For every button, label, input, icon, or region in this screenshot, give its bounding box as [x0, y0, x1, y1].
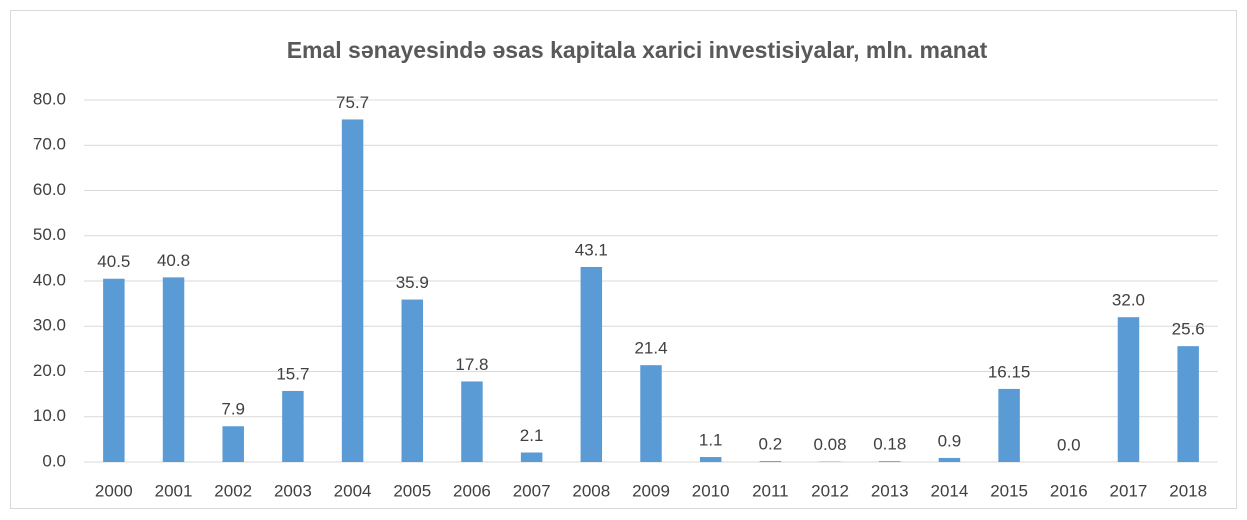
x-tick-label: 2009 [632, 481, 670, 500]
bar [222, 426, 244, 462]
bar [461, 381, 483, 462]
bar [640, 365, 662, 462]
bar [938, 457, 961, 462]
bar [1177, 346, 1199, 462]
data-label: 0.0 [1057, 435, 1081, 454]
data-label: 15.7 [276, 364, 309, 383]
data-label: 7.9 [221, 400, 245, 419]
data-label: 40.8 [157, 251, 190, 270]
data-label: 0.2 [759, 435, 783, 454]
bar [103, 278, 125, 462]
x-tick-label: 2010 [692, 481, 730, 500]
data-label: 16.15 [988, 362, 1031, 381]
x-tick-label: 2012 [811, 481, 849, 500]
data-label: 75.7 [336, 93, 369, 112]
bar [401, 299, 424, 462]
data-label: 32.0 [1112, 291, 1145, 310]
y-tick-label: 0.0 [42, 451, 66, 470]
bar [341, 119, 364, 463]
data-label: 17.8 [455, 355, 488, 374]
data-label: 0.9 [938, 431, 962, 450]
x-tick-label: 2002 [214, 481, 252, 500]
x-tick-label: 2013 [871, 481, 909, 500]
x-tick-label: 2011 [752, 481, 789, 500]
data-label: 40.5 [97, 252, 130, 271]
x-tick-label: 2016 [1050, 481, 1088, 500]
bar [699, 457, 722, 462]
bar [998, 388, 1020, 462]
data-label: 0.08 [814, 435, 847, 454]
x-tick-label: 2008 [572, 481, 610, 500]
bar [282, 390, 304, 462]
bar [1117, 317, 1140, 462]
data-label: 25.6 [1172, 320, 1205, 339]
data-label: 43.1 [575, 240, 608, 259]
x-tick-label: 2004 [334, 481, 372, 500]
y-tick-label: 30.0 [33, 316, 66, 335]
x-tick-label: 2007 [513, 481, 551, 500]
x-tick-label: 2003 [274, 481, 312, 500]
y-tick-label: 80.0 [33, 89, 66, 108]
chart-border [10, 10, 1237, 509]
y-tick-label: 50.0 [33, 225, 66, 244]
x-tick-label: 2014 [931, 481, 969, 500]
y-tick-label: 40.0 [33, 270, 66, 289]
data-label: 2.1 [520, 426, 544, 445]
data-label: 35.9 [396, 273, 429, 292]
x-tick-label: 2005 [393, 481, 431, 500]
x-tick-label: 2018 [1169, 481, 1207, 500]
data-label: 21.4 [634, 339, 667, 358]
y-tick-label: 10.0 [33, 406, 66, 425]
chart-title: Emal sənayesində əsas kapitala xarici in… [287, 37, 988, 63]
y-tick-label: 60.0 [33, 180, 66, 199]
x-tick-label: 2001 [155, 481, 193, 500]
bar [520, 452, 543, 462]
y-tick-label: 70.0 [33, 135, 66, 154]
y-tick-label: 20.0 [33, 361, 66, 380]
data-label: 0.18 [873, 435, 906, 454]
x-tick-label: 2015 [990, 481, 1028, 500]
x-tick-label: 2000 [95, 481, 133, 500]
bar [878, 461, 901, 462]
x-tick-label: 2017 [1110, 481, 1148, 500]
data-label: 1.1 [699, 431, 723, 450]
bar [759, 461, 782, 462]
x-tick-label: 2006 [453, 481, 491, 500]
bar [580, 266, 603, 462]
bar [162, 277, 185, 462]
